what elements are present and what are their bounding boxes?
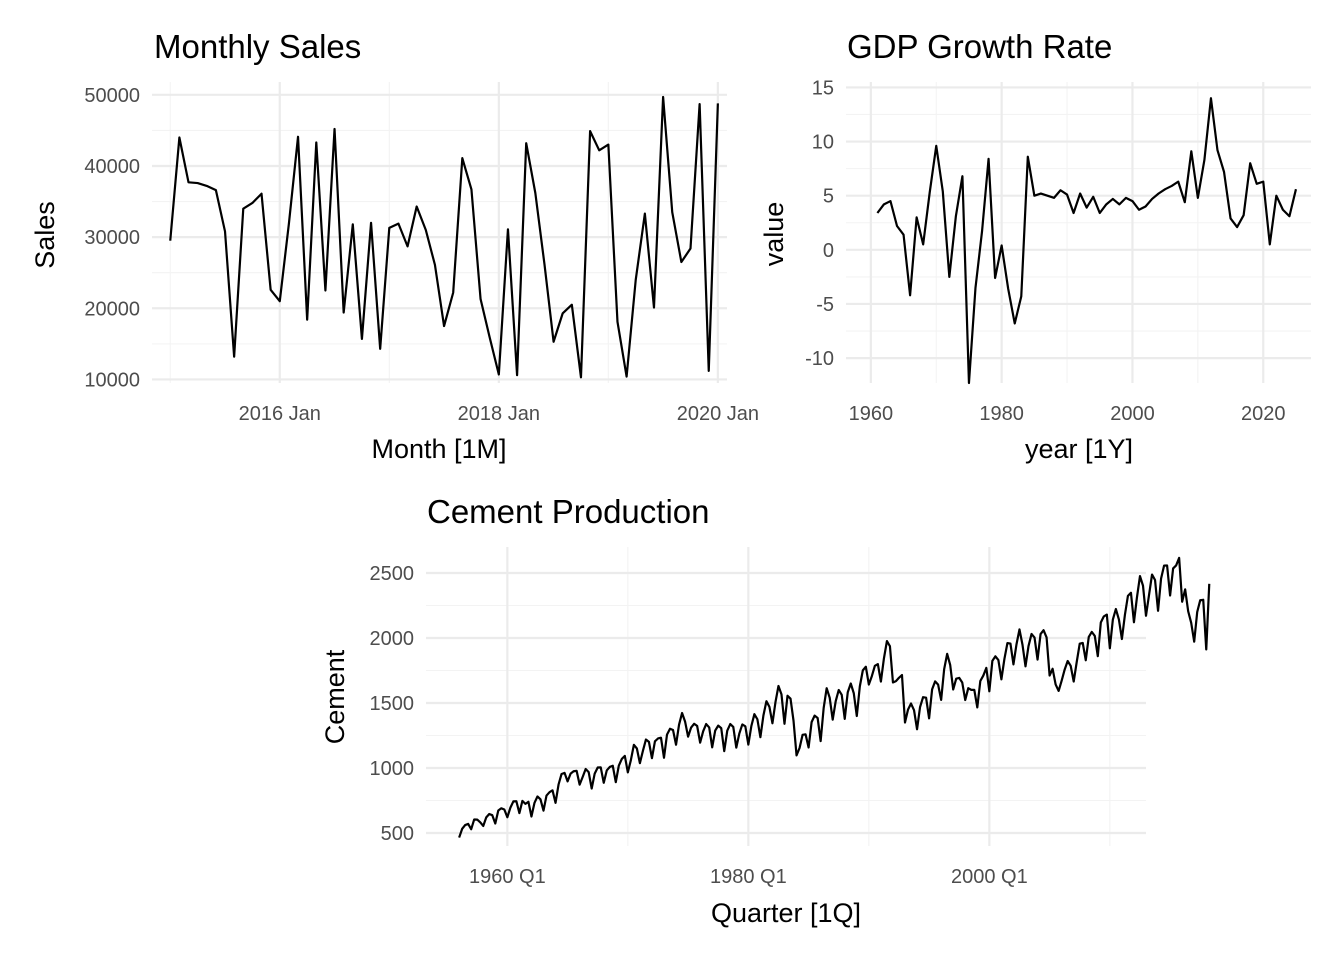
gdp-chart-title: GDP Growth Rate <box>847 28 1112 65</box>
y-tick-label: 10000 <box>84 369 140 391</box>
y-tick-label: 10 <box>812 132 834 154</box>
y-tick-label: 0 <box>823 240 834 262</box>
cement-y-axis-title: Cement <box>320 649 350 744</box>
gdp-tick-labels: -10 -5 0 5 10 15 1960 1980 2000 2020 <box>805 77 1285 425</box>
x-tick-label: 2016 Jan <box>239 403 321 425</box>
y-tick-label: 1500 <box>370 693 415 715</box>
y-tick-label: -5 <box>816 294 834 316</box>
cement-series-line <box>458 556 1211 838</box>
cement-x-axis-title: Quarter [1Q] <box>711 898 861 928</box>
gdp-series-line <box>876 97 1298 385</box>
x-tick-label: 1960 Q1 <box>469 866 546 888</box>
cement-gridlines <box>426 547 1146 846</box>
y-tick-label: 2500 <box>370 563 415 585</box>
gdp-gridlines <box>846 82 1311 383</box>
x-tick-label: 2000 <box>1110 403 1155 425</box>
y-tick-label: 40000 <box>84 156 140 178</box>
y-tick-label: 15 <box>812 77 834 99</box>
cement-chart: Cement Production 500 1000 1500 2000 2500 196… <box>320 493 1211 928</box>
y-tick-label: 50000 <box>84 85 140 107</box>
y-tick-label: 5 <box>823 186 834 208</box>
x-tick-label: 1980 Q1 <box>710 866 787 888</box>
cement-tick-labels: 500 1000 1500 2000 2500 1960 Q1 1980 Q1 2000 Q1 <box>370 563 1028 888</box>
gdp-chart: GDP Growth Rate -10 -5 0 5 10 15 1960 1980 2000 2… <box>759 28 1311 464</box>
y-tick-label: 2000 <box>370 628 415 650</box>
x-tick-label: 1960 <box>849 403 894 425</box>
x-tick-label: 2020 Jan <box>677 403 759 425</box>
x-tick-label: 2020 <box>1241 403 1286 425</box>
sales-tick-labels: 10000 20000 30000 40000 50000 2016 Jan 2018 Ja… <box>84 85 759 425</box>
y-tick-label: 500 <box>381 823 414 845</box>
sales-series-line <box>169 95 719 379</box>
x-tick-label: 2000 Q1 <box>951 866 1028 888</box>
sales-chart: Monthly Sales 10000 20000 30000 40000 50000 2… <box>30 28 759 464</box>
y-tick-label: -10 <box>805 348 834 370</box>
sales-y-axis-title: Sales <box>30 201 60 269</box>
y-tick-label: 1000 <box>370 758 415 780</box>
sales-x-axis-title: Month [1M] <box>371 434 506 464</box>
y-tick-label: 30000 <box>84 227 140 249</box>
y-tick-label: 20000 <box>84 298 140 320</box>
x-tick-label: 1980 <box>979 403 1024 425</box>
cement-chart-title: Cement Production <box>427 493 709 530</box>
x-tick-label: 2018 Jan <box>458 403 540 425</box>
gdp-y-axis-title: value <box>759 202 789 267</box>
sales-gridlines <box>152 82 727 383</box>
sales-chart-title: Monthly Sales <box>154 28 361 65</box>
gdp-x-axis-title: year [1Y] <box>1025 434 1133 464</box>
